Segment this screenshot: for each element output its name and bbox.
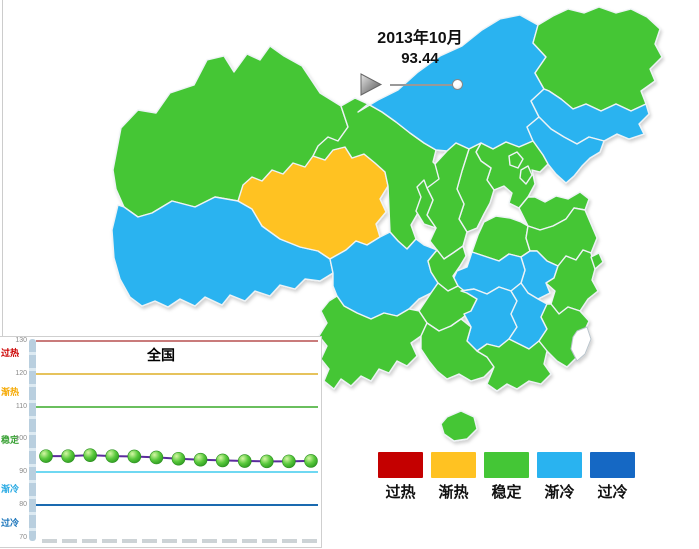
legend-label: 过冷 [597,484,628,501]
province-shanghai[interactable] [590,252,604,270]
province-taiwan[interactable] [570,326,592,362]
band-label: 渐冷 [1,483,20,494]
y-tick-label: 70 [19,533,27,541]
threshold-line-过冷 [36,504,318,506]
legend-swatch-overheat[interactable] [378,452,423,478]
data-point-marker[interactable] [105,449,120,463]
threshold-line-渐冷 [36,471,318,474]
series-line [46,454,312,463]
data-point-marker[interactable] [149,450,164,465]
data-point-marker[interactable] [39,449,53,463]
x-axis-tick-placeholder [122,539,137,543]
province-ningxia[interactable] [415,179,437,229]
province-tianjin[interactable] [519,165,533,185]
x-axis-tick-placeholder [222,539,237,543]
legend-label: 渐冷 [544,484,575,501]
band-label: 稳定 [1,434,20,445]
province-guangxi[interactable] [420,318,495,382]
threshold-line-渐热 [36,372,318,375]
y-tick-label: 130 [15,337,27,344]
national-trend-chart: 全国 过热渐热稳定渐冷过冷 130 120 110 100 90 80 70 [0,336,322,548]
x-axis-tick-placeholder [282,539,297,543]
y-tick-label: 90 [19,468,27,476]
data-point-marker[interactable] [237,454,252,468]
threshold-line-过热 [36,340,318,342]
play-icon[interactable] [358,72,383,97]
province-hainan[interactable] [440,410,478,442]
legend-item: 渐热 [431,452,476,502]
timeline-controls [340,71,500,99]
legend-label: 稳定 [491,484,522,501]
data-point-marker[interactable] [171,451,186,466]
band-label: 过冷 [1,518,20,529]
province-beijing[interactable] [508,151,524,169]
legend-swatch-warming[interactable] [431,452,476,478]
window-left-border [2,0,3,548]
timeline-date: 2013年10月 [377,30,463,47]
province-zhejiang[interactable] [545,249,599,315]
x-axis-tick-placeholder [62,539,77,543]
legend-item: 过热 [378,452,423,502]
threshold-line-稳定 [36,405,318,408]
x-axis-tick-placeholder [102,539,117,543]
data-point-marker[interactable] [304,454,318,468]
x-axis-tick-placeholder [242,539,257,543]
x-axis-tick-placeholder [302,539,317,543]
x-axis-tick-placeholder [142,539,157,543]
timeline-value: 93.44 [401,50,439,67]
x-axis-tick-placeholder [262,539,277,543]
y-tick-label: 80 [19,501,27,508]
x-axis-tick-placeholder [162,539,177,543]
band-label: 渐热 [1,387,20,398]
legend-label: 渐热 [438,484,469,501]
province-yunnan[interactable] [318,295,428,390]
legend-item: 稳定 [484,452,529,502]
legend-swatch-cooling[interactable] [537,452,582,478]
series-plot [39,448,318,469]
y-axis-bar [29,339,36,541]
data-point-marker[interactable] [127,449,142,464]
legend-swatch-stable[interactable] [484,452,529,478]
y-tick-label: 100 [15,435,27,443]
x-axis-tick-placeholder [82,539,97,543]
data-point-marker[interactable] [83,448,97,462]
timeline-slider-track [390,84,456,86]
y-tick-label: 120 [15,369,27,377]
legend-item: 渐冷 [537,452,582,502]
chart-title: 全国 [147,347,175,363]
x-axis-tick-placeholder [202,539,217,543]
data-point-marker[interactable] [215,453,230,468]
data-point-marker[interactable] [282,454,296,469]
province-xizang[interactable] [111,196,334,308]
province-guangdong[interactable] [476,338,552,392]
timeline-slider-handle[interactable] [452,79,463,90]
legend-label: 过热 [385,484,416,501]
timeline-control: 2013年10月 93.44 [340,24,500,99]
y-tick-label: 110 [15,402,27,410]
map-legend: 过热 渐热 稳定 渐冷 过冷 [378,452,635,502]
legend-item: 过冷 [590,452,635,502]
province-chongqing[interactable] [427,245,467,292]
legend-swatch-overcool[interactable] [590,452,635,478]
data-point-marker[interactable] [61,449,75,463]
data-point-marker[interactable] [193,452,208,467]
x-axis-tick-placeholder [42,539,57,543]
band-label: 过热 [1,347,20,358]
x-axis-tick-placeholder [182,539,197,543]
data-point-marker[interactable] [259,454,274,469]
